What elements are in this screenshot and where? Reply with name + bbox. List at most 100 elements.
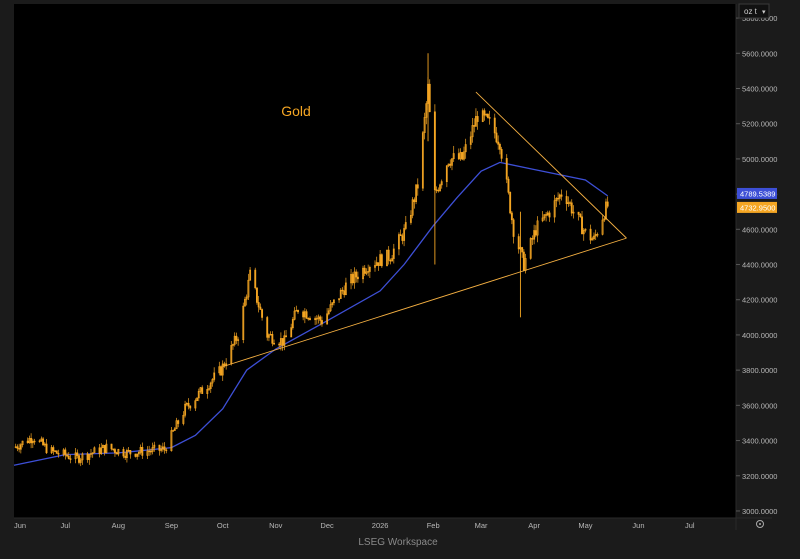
candle-body	[572, 211, 575, 214]
candle-body	[127, 450, 130, 452]
candle-body	[18, 448, 21, 450]
candle-body	[365, 271, 368, 274]
x-tick-label: Sep	[165, 521, 178, 530]
candle-body	[158, 444, 161, 451]
x-tick-label: Jul	[61, 521, 71, 530]
candle-body	[151, 447, 154, 452]
candle-body	[91, 452, 94, 454]
candle-body	[459, 152, 462, 160]
y-tick-label: 5200.0000	[742, 120, 777, 129]
y-tick-label: 4200.0000	[742, 296, 777, 305]
trendline-layer	[222, 91, 627, 368]
candle-body	[331, 302, 334, 305]
candle-body	[326, 313, 329, 325]
last-value-badges: 4789.5389 4732.9500	[737, 187, 777, 213]
candle-body	[553, 200, 556, 218]
candle-body	[122, 449, 125, 457]
candle-body	[435, 189, 438, 191]
candle-body	[114, 449, 116, 453]
candle-body	[206, 388, 209, 394]
candle-body	[28, 437, 31, 444]
candle-body	[594, 234, 597, 237]
candle-body	[160, 448, 163, 451]
candle-body	[187, 402, 190, 407]
candle-body	[112, 448, 115, 451]
candle-body	[327, 310, 330, 315]
candle-body	[416, 184, 419, 189]
candle-body	[201, 387, 204, 394]
candle-body	[189, 405, 192, 409]
candle-body	[421, 132, 424, 189]
candle-body	[493, 117, 496, 134]
settings-icon-dot	[759, 523, 761, 525]
candle-body	[375, 262, 378, 266]
candle-body	[536, 220, 539, 236]
candle-body	[353, 271, 356, 284]
candle-body	[52, 447, 55, 452]
x-tick-label: Nov	[269, 521, 283, 530]
candle-body	[533, 230, 536, 240]
candle-body	[567, 202, 570, 205]
candle-body	[50, 447, 53, 454]
candle-body	[582, 229, 585, 235]
settings-icon	[756, 520, 764, 528]
candle-body	[141, 446, 144, 456]
y-tick-label: 5400.0000	[742, 84, 777, 93]
ma-last-value-bg	[737, 187, 777, 199]
candle-body	[197, 391, 200, 399]
candle-body	[124, 455, 127, 458]
candle-body	[295, 310, 298, 312]
candle-body	[584, 228, 587, 231]
candle-body	[545, 214, 548, 216]
candle-body	[305, 311, 308, 319]
candle-body	[26, 440, 29, 444]
candle-body	[139, 446, 142, 453]
candle-body	[254, 269, 257, 289]
candle-body	[163, 446, 166, 451]
candle-body	[589, 228, 592, 241]
candle-body	[485, 113, 488, 116]
candle-body	[125, 450, 128, 458]
y-tick-label: 3400.0000	[742, 437, 777, 446]
candle-body	[221, 363, 224, 376]
candle-body	[543, 214, 546, 219]
candle-body	[555, 197, 558, 201]
candle-body	[259, 306, 262, 310]
candle-body	[475, 116, 477, 127]
candle-body	[266, 317, 269, 338]
candle-body	[403, 228, 406, 241]
candle-body	[500, 149, 503, 159]
candle-body	[54, 450, 57, 452]
candle-body	[256, 287, 258, 303]
candle-body	[461, 152, 464, 160]
candle-body	[497, 141, 500, 145]
candle-body	[235, 335, 238, 341]
candle-body	[440, 181, 443, 186]
candle-body	[269, 334, 272, 336]
candle-body	[476, 116, 479, 122]
y-tick-label: 3600.0000	[742, 401, 777, 410]
candle-body	[16, 446, 19, 449]
candle-body	[569, 202, 571, 204]
candle-body	[19, 444, 22, 450]
candle-body	[290, 327, 293, 338]
candle-body	[31, 440, 34, 444]
candle-body	[531, 238, 534, 240]
candle-body	[362, 267, 364, 280]
candle-body	[447, 163, 450, 167]
candle-body	[451, 158, 453, 166]
settings-button[interactable]	[756, 520, 764, 528]
candle-body	[273, 343, 275, 345]
candle-body	[399, 234, 402, 237]
candle-body	[249, 269, 252, 281]
candle-body	[247, 279, 250, 298]
y-tick-label: 5800.0000	[742, 14, 777, 23]
candle-body	[172, 430, 175, 432]
candle-body	[257, 302, 260, 308]
unit-selector[interactable]: oz t ▾	[738, 3, 770, 19]
ma-last-value: 4789.5389	[740, 189, 775, 198]
candle-body	[244, 298, 246, 307]
candle-body	[319, 316, 322, 321]
candle-body	[43, 443, 46, 446]
